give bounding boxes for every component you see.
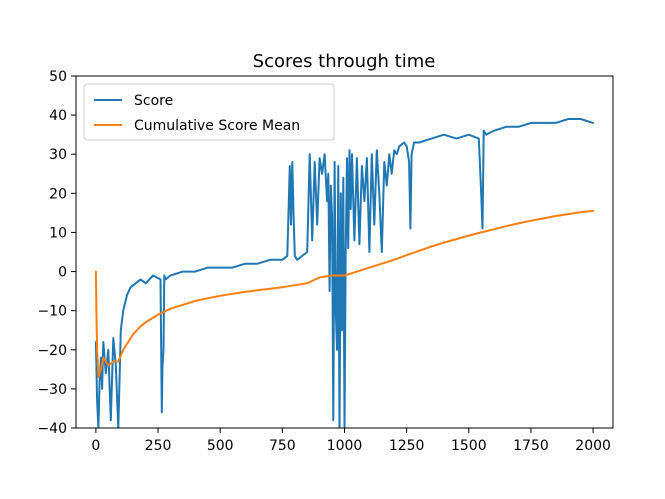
y-tick-label: −20 <box>37 343 67 359</box>
y-tick-label: 40 <box>49 108 67 124</box>
x-tick-label: 1000 <box>327 438 363 454</box>
y-tick-label: 20 <box>49 186 67 202</box>
y-tick-label: −40 <box>37 421 67 437</box>
y-tick-label: 0 <box>58 265 67 281</box>
x-tick-label: 2000 <box>575 438 611 454</box>
plot-area <box>94 118 595 428</box>
x-tick-label: 500 <box>207 438 234 454</box>
y-tick-label: 50 <box>49 69 67 85</box>
legend-box <box>83 83 335 141</box>
series-line-0 <box>94 118 595 428</box>
legend-label: Cumulative Score Mean <box>134 118 300 134</box>
y-tick-label: 10 <box>49 225 67 241</box>
series-line-1 <box>94 209 595 379</box>
axes-layer: 0 250 500 750 1000 1250 1500 1750 2000−40−30−20−… <box>37 69 614 454</box>
y-tick-label: 30 <box>49 147 67 163</box>
series-layer <box>94 118 595 428</box>
x-tick-label: 0 <box>91 438 100 454</box>
x-tick-label: 750 <box>269 438 296 454</box>
x-tick-label: 1250 <box>389 438 425 454</box>
chart-title: Scores through time <box>253 51 436 72</box>
x-tick-label: 1750 <box>513 438 549 454</box>
legend-label: Score <box>134 93 173 109</box>
y-tick-label: −10 <box>37 304 67 320</box>
y-tick-label: −30 <box>37 382 67 398</box>
x-tick-label: 250 <box>145 438 172 454</box>
legend: Score Cumulative Score Mean <box>83 83 335 141</box>
x-tick-label: 1500 <box>451 438 487 454</box>
